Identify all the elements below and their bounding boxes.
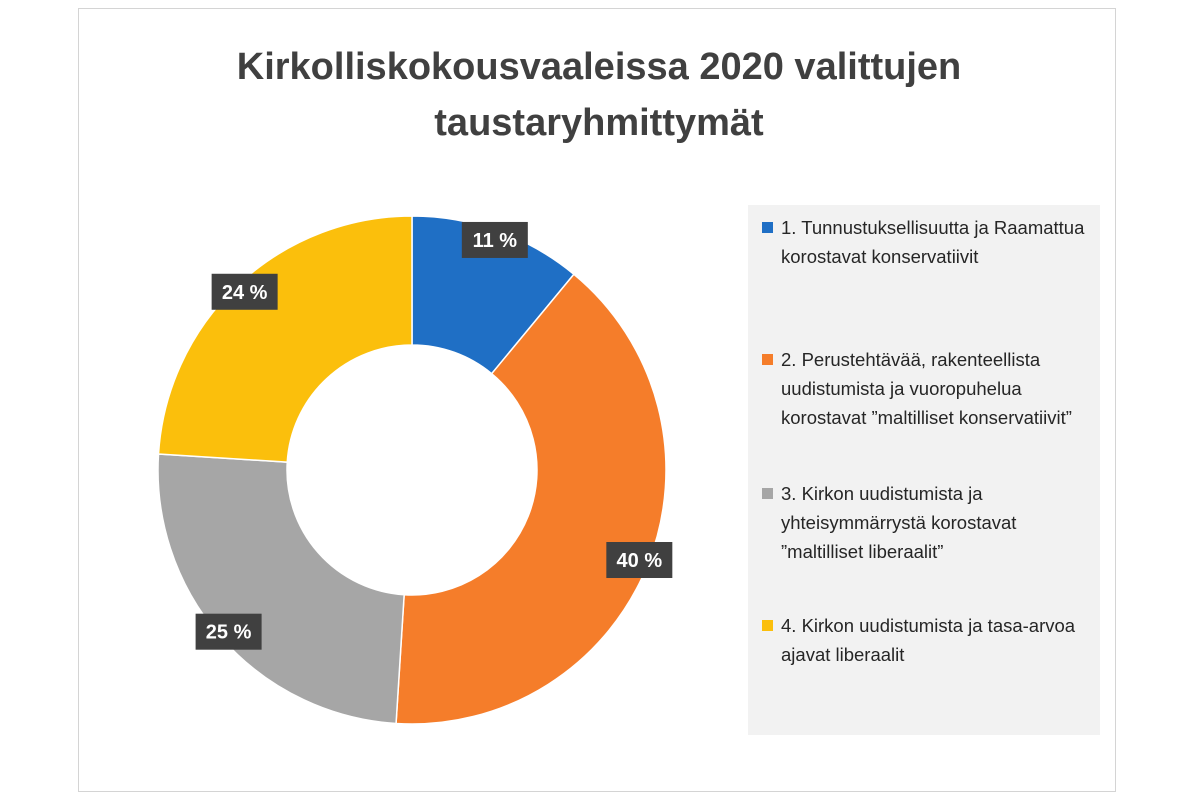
data-label-4: 24 % — [211, 273, 278, 310]
data-label-box-1 — [461, 221, 528, 258]
legend-swatch-3 — [762, 488, 773, 499]
data-label-2: 40 % — [606, 542, 673, 579]
legend-label-1: 1. Tunnustuksellisuutta ja Raamattua kor… — [781, 217, 1085, 267]
legend-swatch-4 — [762, 620, 773, 631]
legend-swatch-1 — [762, 222, 773, 233]
legend-item-1: 1. Tunnustuksellisuutta ja Raamattua kor… — [762, 213, 1092, 271]
legend-item-4: 4. Kirkon uudistumista ja tasa-arvoa aja… — [762, 611, 1092, 669]
data-label-text-4: 24 % — [222, 282, 268, 304]
legend: 1. Tunnustuksellisuutta ja Raamattua kor… — [748, 205, 1100, 735]
legend-label-3: 3. Kirkon uudistumista ja yhteisymmärrys… — [781, 483, 1017, 562]
donut-slice-3 — [157, 453, 405, 725]
data-label-box-3 — [195, 613, 262, 650]
legend-label-4: 4. Kirkon uudistumista ja tasa-arvoa aja… — [781, 615, 1076, 665]
chart-title-line-2: taustaryhmittymät — [434, 102, 764, 144]
legend-label-2: 2. Perustehtävää, rakenteellista uudistu… — [781, 349, 1072, 428]
legend-swatch-2 — [762, 354, 773, 365]
donut-slice-4 — [157, 215, 413, 463]
chart-title-line-1: Kirkolliskokousvaaleissa 2020 valittujen — [236, 46, 962, 88]
data-label-box-2 — [606, 542, 673, 579]
data-label-box-4 — [211, 273, 278, 310]
donut-slice-2 — [395, 273, 667, 725]
data-label-3: 25 % — [195, 613, 262, 650]
data-label-1: 11 % — [461, 221, 528, 258]
data-label-text-3: 25 % — [206, 622, 252, 644]
legend-item-3: 3. Kirkon uudistumista ja yhteisymmärrys… — [762, 479, 1092, 566]
chart-title: Kirkolliskokousvaaleissa 2020 valittujen… — [79, 39, 1119, 151]
legend-item-2: 2. Perustehtävää, rakenteellista uudistu… — [762, 345, 1092, 432]
data-label-text-1: 11 % — [473, 230, 518, 252]
data-label-text-2: 40 % — [617, 550, 663, 572]
